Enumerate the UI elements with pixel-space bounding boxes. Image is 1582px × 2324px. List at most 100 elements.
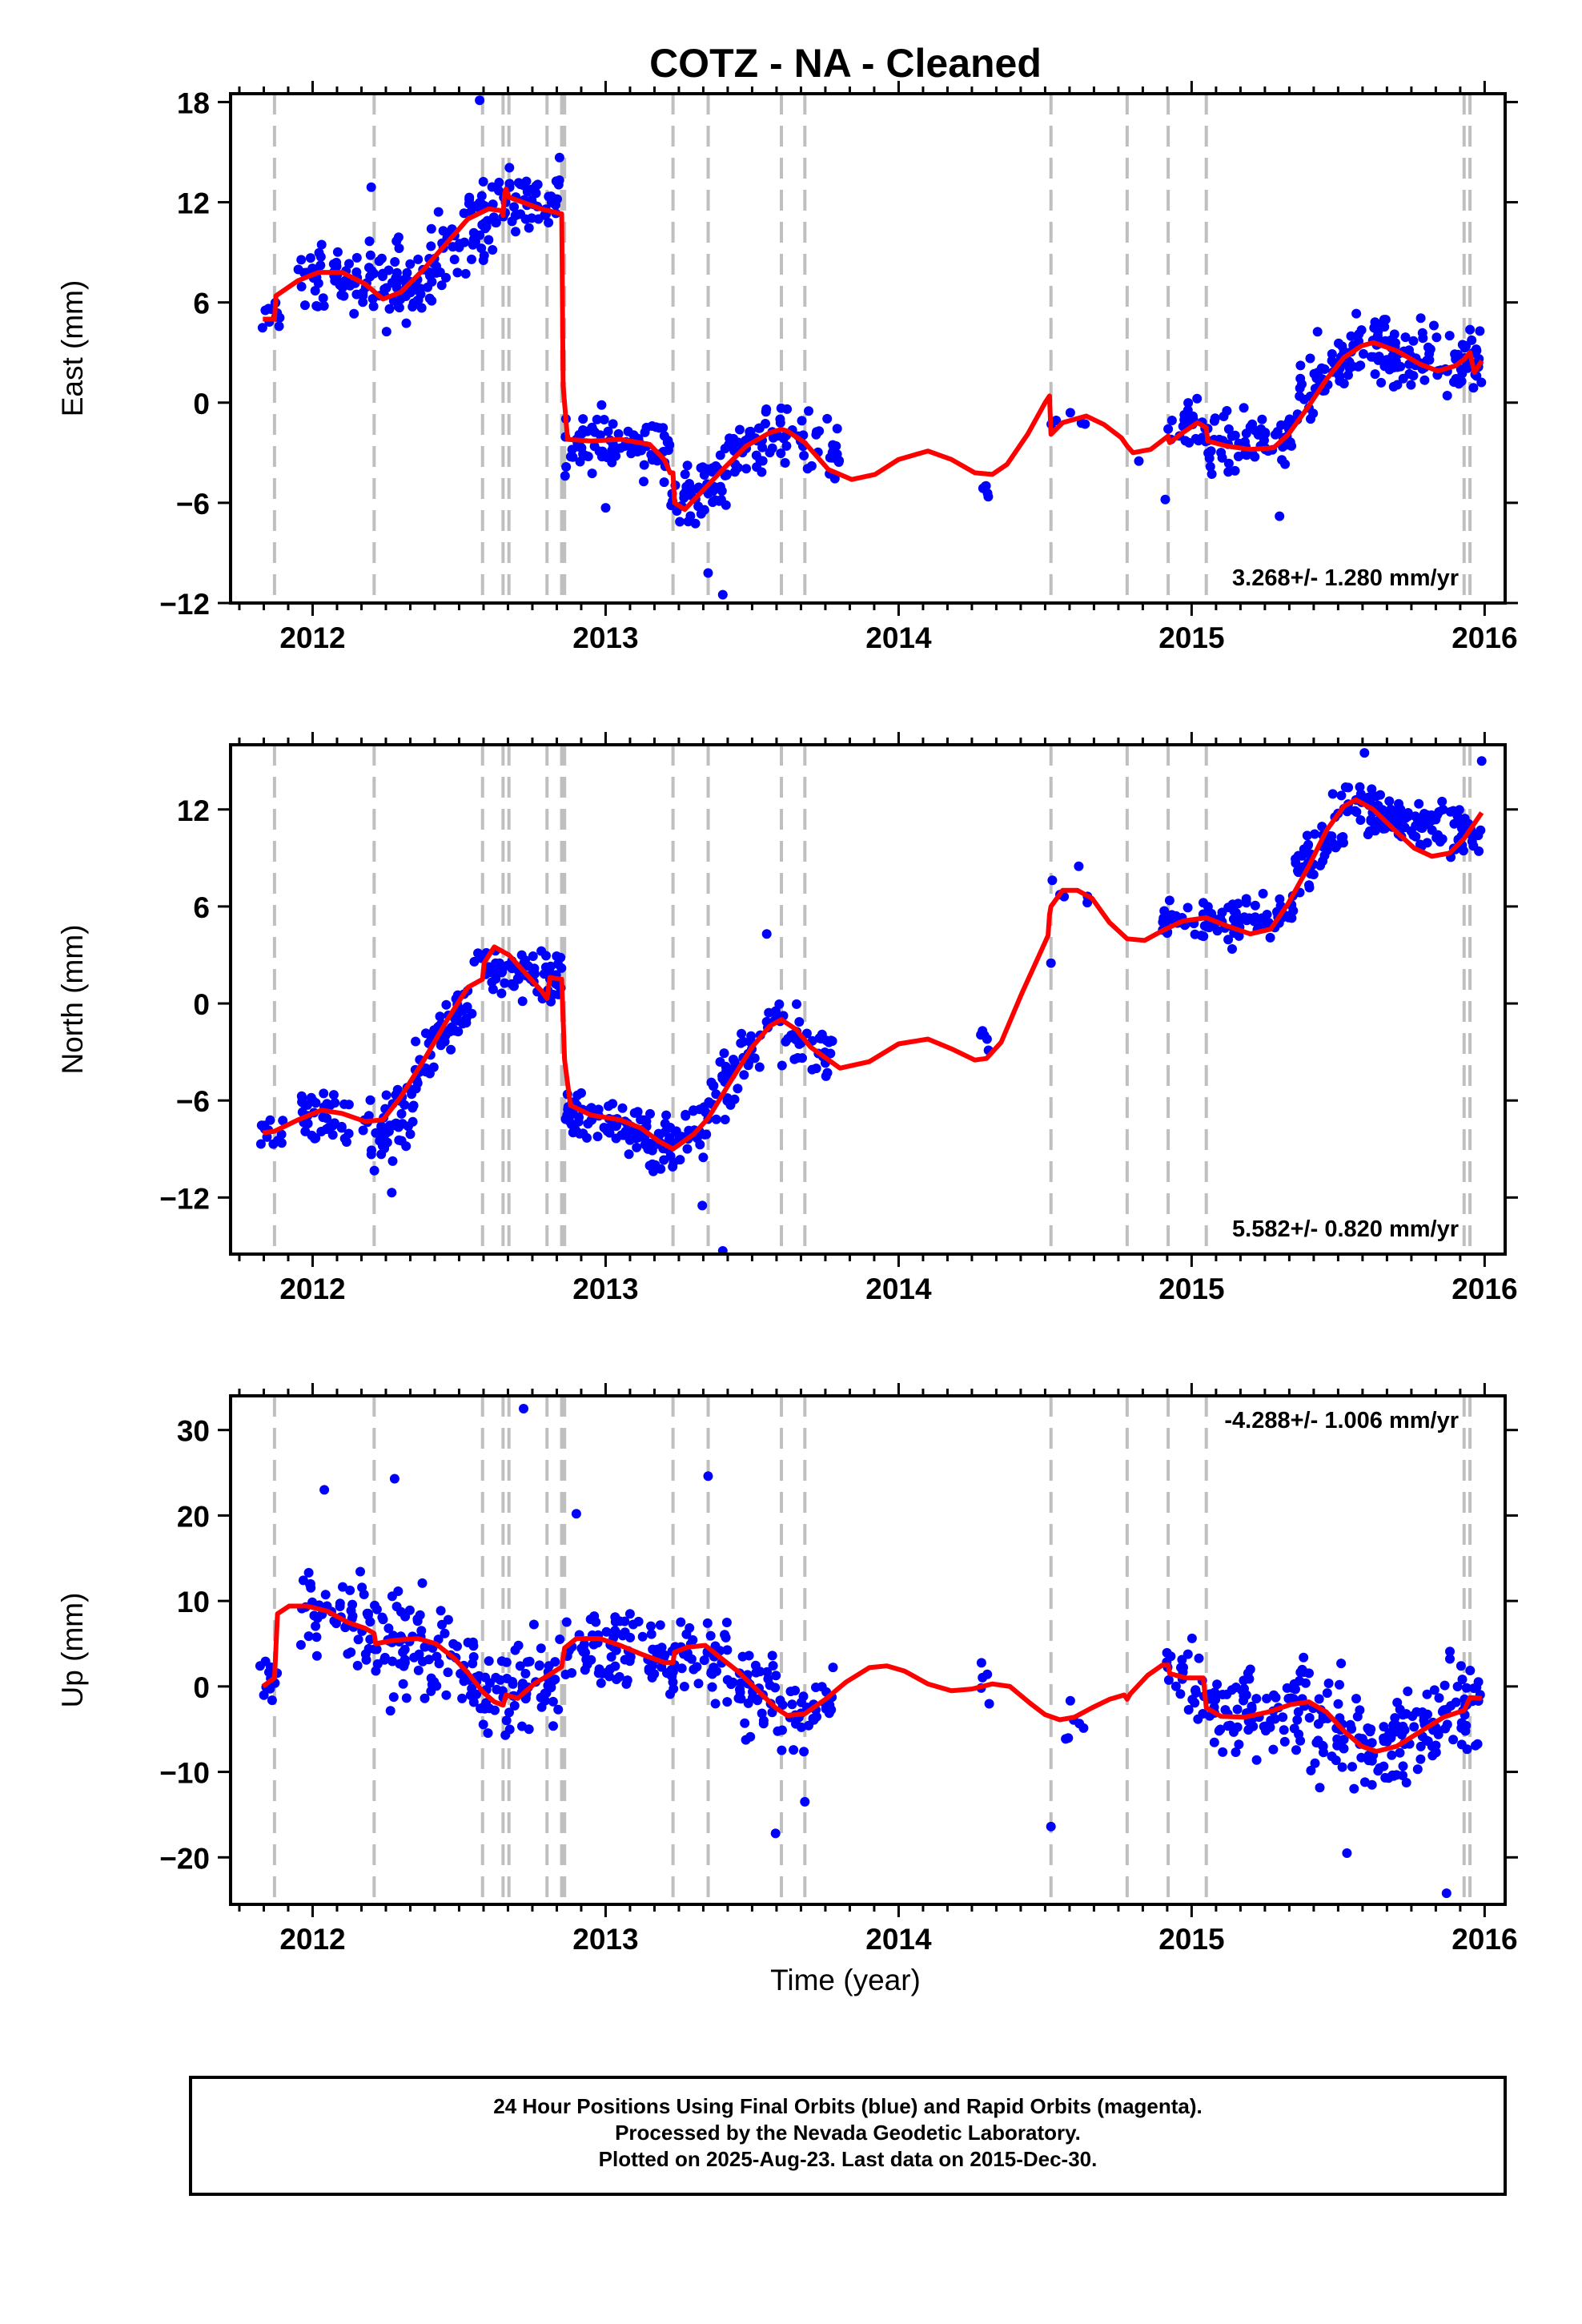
data-point	[699, 1655, 709, 1666]
data-point	[1384, 796, 1395, 806]
data-point	[770, 1006, 781, 1016]
data-points	[255, 748, 1487, 1254]
data-point	[393, 1586, 404, 1596]
data-point	[737, 1651, 748, 1662]
data-point	[1276, 420, 1287, 430]
data-point	[1074, 861, 1084, 871]
data-point	[654, 423, 665, 433]
data-point	[797, 1697, 806, 1707]
data-point	[1259, 919, 1269, 929]
data-point	[259, 1690, 269, 1700]
y-tick-label: −6	[176, 488, 210, 521]
data-point	[715, 450, 725, 460]
data-point	[1460, 343, 1470, 353]
y-tick-label: −6	[176, 1085, 210, 1118]
data-point	[1288, 906, 1299, 916]
data-point	[1379, 361, 1390, 372]
data-point	[761, 404, 772, 414]
data-point	[808, 1714, 818, 1723]
data-point	[1239, 1695, 1249, 1706]
data-point	[368, 301, 379, 312]
data-point	[761, 419, 770, 428]
data-point	[1292, 1715, 1303, 1725]
data-point	[639, 460, 649, 470]
data-point	[606, 1652, 616, 1662]
data-point	[1223, 458, 1234, 468]
data-point	[426, 1673, 436, 1683]
data-point	[513, 1640, 524, 1651]
data-point	[1193, 1714, 1203, 1724]
data-point	[1134, 456, 1144, 466]
data-point	[1257, 414, 1267, 424]
data-point	[449, 255, 460, 264]
data-point	[768, 1661, 778, 1671]
data-point	[722, 1697, 733, 1707]
panel-frame	[229, 92, 1507, 605]
data-point	[432, 1651, 442, 1662]
data-point	[1431, 1747, 1441, 1758]
data-point	[1336, 790, 1347, 801]
data-point	[1310, 1758, 1320, 1768]
data-point	[517, 1679, 528, 1689]
data-point	[462, 1002, 472, 1012]
data-point	[1312, 327, 1323, 337]
data-point	[1261, 1726, 1271, 1736]
data-point	[1163, 424, 1174, 434]
data-point	[530, 969, 540, 979]
data-point	[391, 267, 402, 278]
data-point	[394, 243, 404, 253]
data-point	[655, 1620, 665, 1630]
data-point	[477, 219, 488, 230]
data-point	[1166, 910, 1177, 920]
data-point	[797, 416, 807, 426]
data-point	[717, 589, 728, 600]
data-point	[389, 1474, 400, 1484]
data-point	[396, 1108, 407, 1119]
data-point	[682, 460, 693, 471]
data-point	[520, 955, 530, 965]
data-point	[1293, 1707, 1303, 1717]
data-point	[404, 1605, 415, 1615]
data-point	[804, 406, 813, 416]
data-point	[1237, 1685, 1247, 1695]
data-point	[1210, 1687, 1220, 1698]
data-point	[735, 424, 745, 435]
data-point	[443, 1667, 453, 1678]
data-point	[484, 1656, 494, 1667]
data-point	[491, 218, 500, 227]
data-point	[315, 260, 326, 271]
data-point	[411, 1084, 421, 1094]
data-point	[699, 470, 709, 480]
data-point	[255, 1661, 265, 1671]
data-point	[551, 200, 560, 210]
data-point	[613, 428, 624, 439]
data-point	[780, 458, 790, 468]
data-point	[639, 476, 648, 487]
data-point	[610, 1617, 620, 1627]
data-point	[697, 1200, 708, 1211]
data-point	[308, 1096, 319, 1106]
data-point	[1196, 931, 1207, 941]
data-point	[1313, 368, 1323, 377]
data-point	[540, 1688, 550, 1699]
data-point	[597, 446, 608, 456]
data-point	[388, 1692, 399, 1703]
data-point	[574, 1112, 584, 1123]
data-point	[1074, 1719, 1085, 1729]
data-point	[1333, 1699, 1343, 1709]
data-point	[1303, 839, 1314, 850]
data-point	[517, 996, 528, 1007]
data-point	[984, 1699, 994, 1709]
data-point	[475, 95, 485, 106]
data-point	[1403, 1687, 1413, 1696]
data-point	[1346, 331, 1356, 341]
data-point	[1343, 370, 1353, 380]
data-point	[353, 1634, 363, 1645]
x-tick-label: 2012	[279, 1923, 345, 1956]
data-point	[435, 267, 445, 277]
data-point	[472, 1689, 482, 1699]
data-point	[982, 1034, 992, 1044]
data-point	[1355, 815, 1366, 825]
data-point	[741, 1735, 751, 1745]
data-point	[610, 1626, 620, 1636]
